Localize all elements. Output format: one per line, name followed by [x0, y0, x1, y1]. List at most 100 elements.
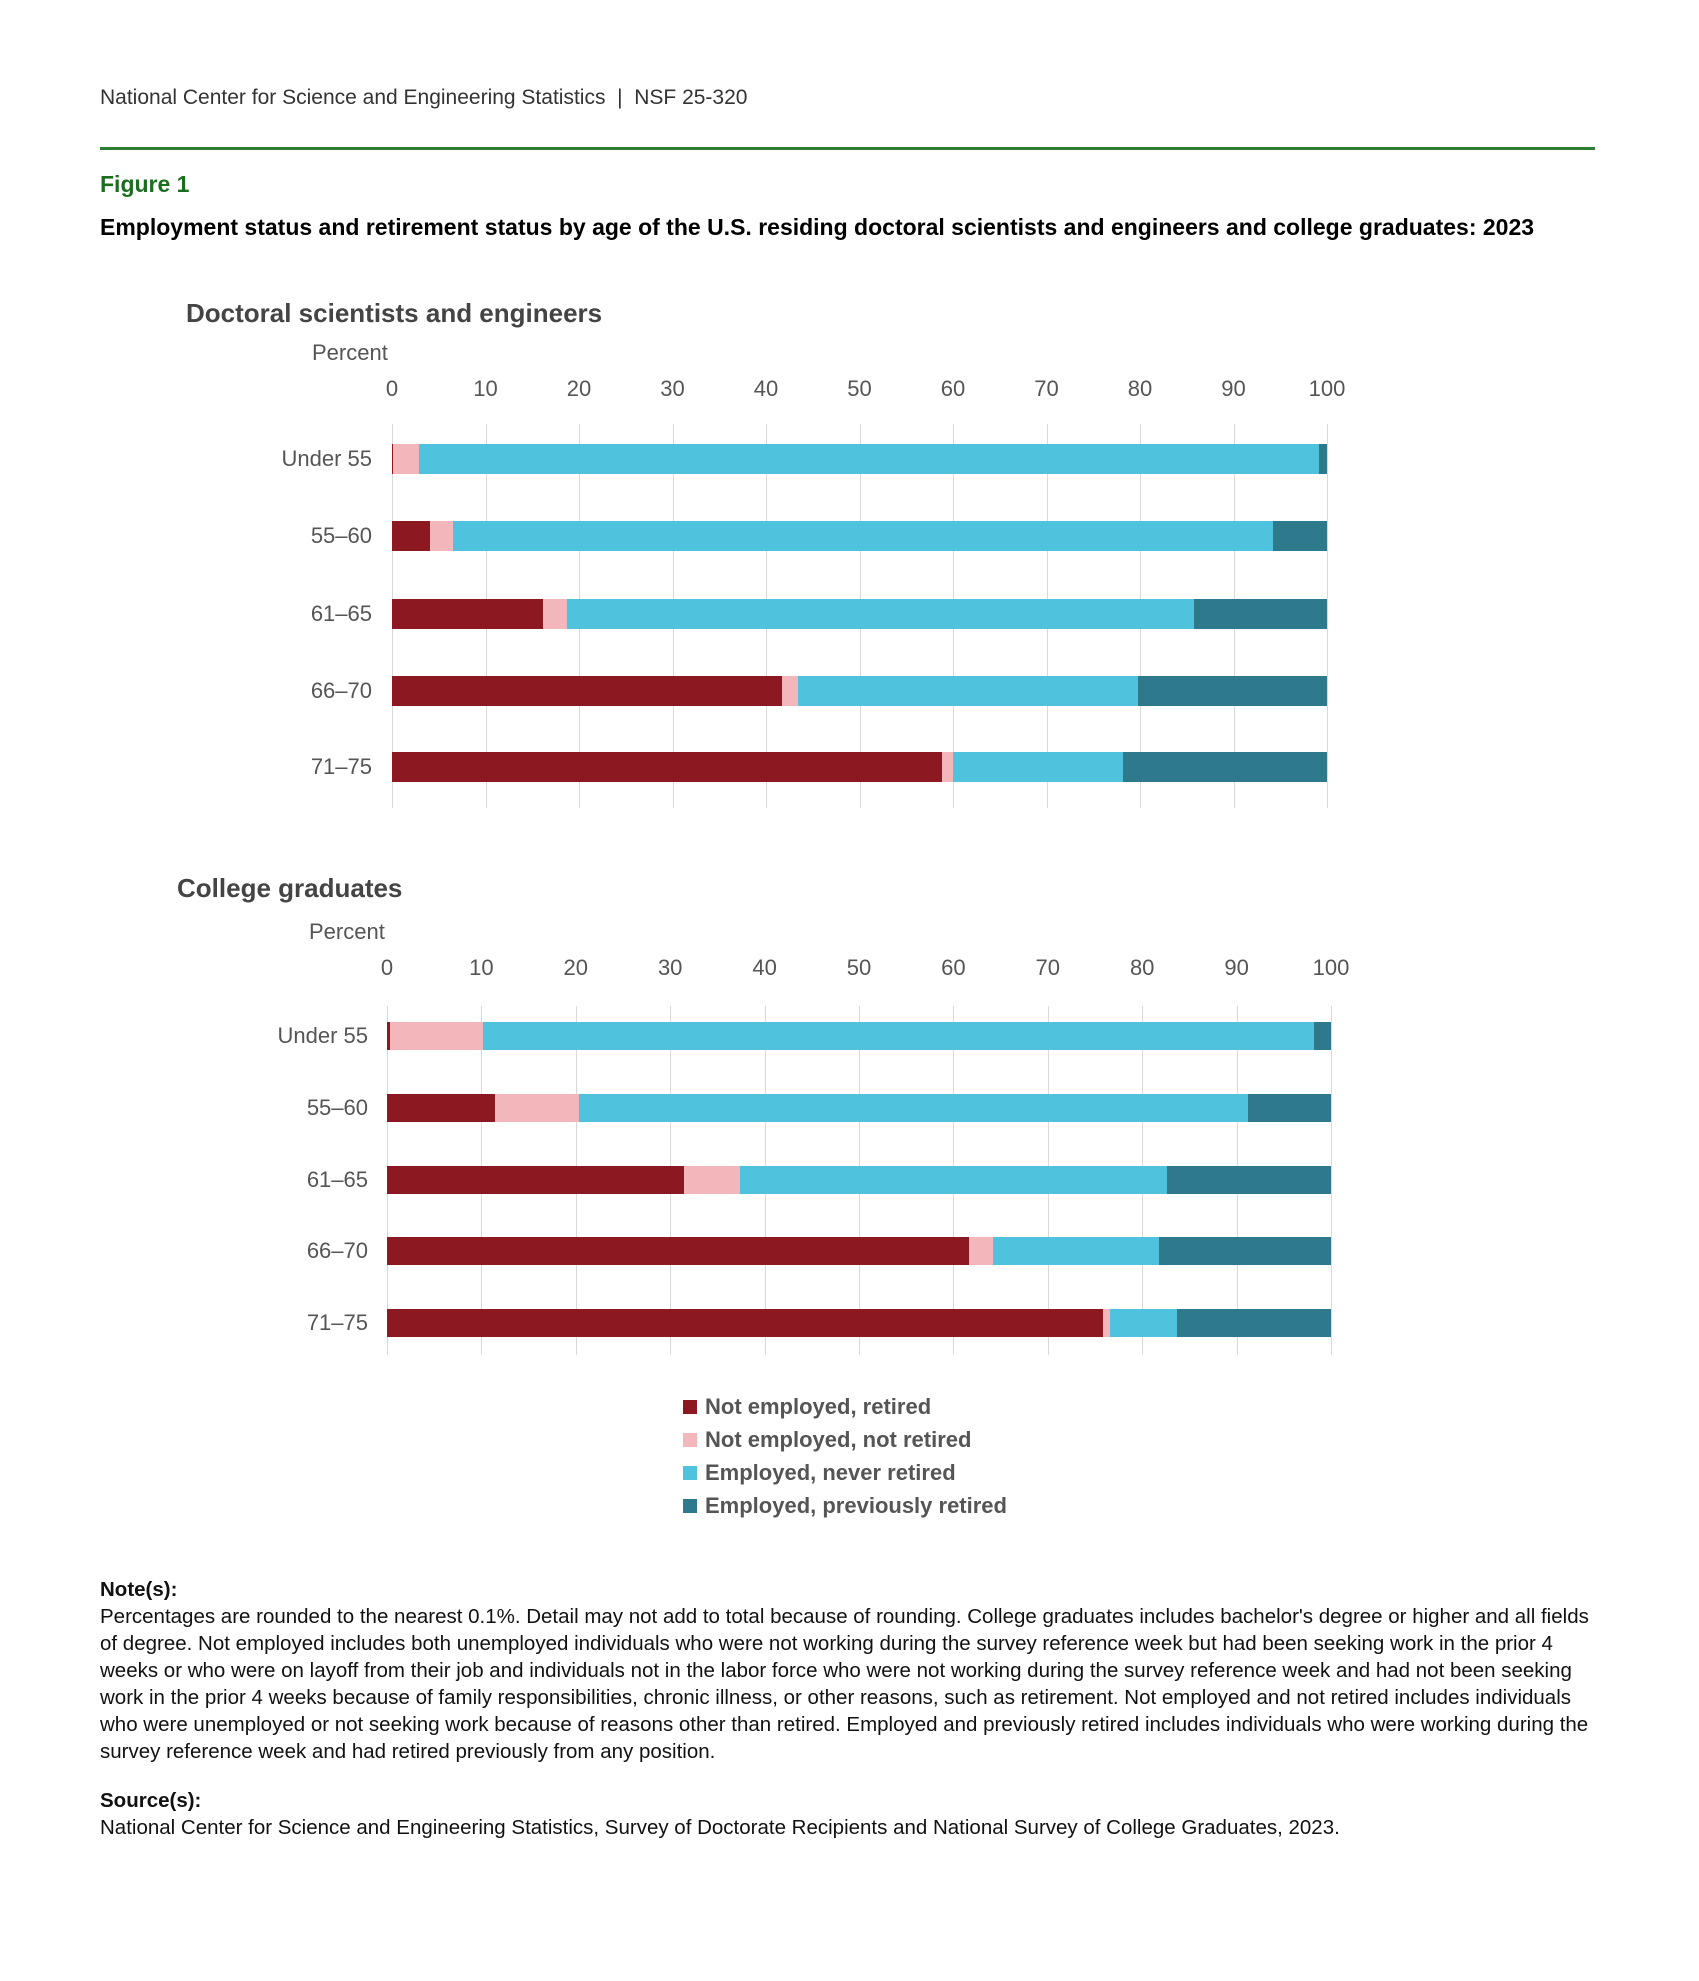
- bar-segment: [387, 1094, 495, 1122]
- axis-label: Percent: [309, 919, 385, 944]
- source-label: Source(s):: [100, 1789, 202, 1812]
- category-label: Under 55: [281, 446, 372, 471]
- tick-label: 0: [385, 376, 399, 401]
- bar-segment: [566, 599, 1195, 629]
- bar-segment: [1318, 444, 1327, 474]
- bar-segment: [387, 1166, 685, 1194]
- gridline: [1327, 424, 1328, 808]
- category-label: 66–70: [306, 1238, 368, 1263]
- source-text: National Center for Science and Engineer…: [100, 1816, 1340, 1839]
- bar-segment: [392, 752, 942, 782]
- bar-segment: [483, 1022, 1314, 1050]
- chart-title: Doctoral scientists and engineers: [186, 298, 603, 328]
- legend-label: Employed, previously retired: [705, 1492, 1007, 1518]
- tick-label: 70: [1035, 955, 1061, 980]
- tick-label: 40: [752, 955, 777, 980]
- bar-segment: [392, 676, 782, 706]
- tick-label: 20: [563, 955, 589, 980]
- tick-label: 60: [941, 955, 966, 980]
- report-header: National Center for Science and Engineer…: [100, 86, 748, 109]
- tick-label: 10: [469, 955, 494, 980]
- bar-segment: [1166, 1166, 1331, 1194]
- notes-section: Note(s): Percentages are rounded to the …: [100, 1576, 1600, 1841]
- legend-label: Not employed, not retired: [705, 1426, 972, 1452]
- bar-segment: [387, 1022, 390, 1050]
- legend-item: Not employed, retired: [683, 1390, 1007, 1423]
- bar-segment: [1110, 1309, 1178, 1337]
- tick-label: 60: [940, 376, 966, 401]
- notes-text: Percentages are rounded to the nearest 0…: [100, 1605, 1589, 1763]
- tick-label: 0: [380, 955, 394, 980]
- figure-label: Figure 1: [100, 171, 190, 197]
- bar-segment: [392, 444, 393, 474]
- tick-label: 80: [1129, 955, 1155, 980]
- notes-label: Note(s):: [100, 1578, 178, 1601]
- axis-label: Percent: [312, 340, 388, 365]
- legend-swatch: [683, 1432, 697, 1447]
- category-label: 71–75: [310, 754, 372, 779]
- bar-segment: [993, 1237, 1160, 1265]
- legend-swatch: [683, 1399, 697, 1414]
- tick-label: 40: [753, 376, 779, 401]
- bar-segment: [684, 1166, 741, 1194]
- bar-segment: [392, 444, 420, 474]
- tick-label: 100: [1312, 955, 1350, 980]
- bar-segment: [1272, 521, 1327, 551]
- legend-swatch: [683, 1465, 697, 1480]
- bar-segment: [1123, 752, 1327, 782]
- bar-segment: [452, 521, 1273, 551]
- chart-legend: Not employed, retired Not employed, not r…: [683, 1390, 1007, 1522]
- legend-item: Not employed, not retired: [683, 1423, 1007, 1456]
- bar-segment: [1314, 1022, 1331, 1050]
- bar-segment: [953, 752, 1124, 782]
- legend-label: Not employed, retired: [705, 1393, 932, 1419]
- bar-segment: [1247, 1094, 1331, 1122]
- bar-segment: [387, 1237, 970, 1265]
- category-label: Under 55: [277, 1023, 368, 1048]
- bar-segment: [389, 1022, 484, 1050]
- legend-item: Employed, previously retired: [683, 1489, 1007, 1522]
- legend-item: Employed, never retired: [683, 1456, 1007, 1489]
- bar-segment: [1159, 1237, 1331, 1265]
- bar-segment: [387, 1309, 1103, 1337]
- category-label: 55–60: [306, 1095, 368, 1120]
- tick-label: 90: [1221, 376, 1246, 401]
- bar-segment: [392, 599, 544, 629]
- category-label: 61–65: [310, 601, 372, 626]
- bar-segment: [392, 521, 431, 551]
- bar-segment: [1138, 676, 1327, 706]
- bar-segment: [1177, 1309, 1331, 1337]
- bar-segment: [969, 1237, 994, 1265]
- gridline: [1331, 1006, 1332, 1355]
- chart-title: College graduates: [177, 873, 403, 903]
- bar-segment: [494, 1094, 579, 1122]
- legend-label: Employed, never retired: [705, 1459, 956, 1485]
- category-label: 55–60: [310, 523, 372, 548]
- tick-label: 50: [847, 376, 872, 401]
- header-divider: [100, 147, 1595, 150]
- bar-segment: [740, 1166, 1167, 1194]
- bar-segment: [578, 1094, 1248, 1122]
- category-label: 66–70: [310, 678, 372, 703]
- tick-label: 80: [1127, 376, 1153, 401]
- tick-label: 70: [1034, 376, 1059, 401]
- bar-segment: [1194, 599, 1327, 629]
- tick-label: 30: [660, 376, 685, 401]
- bar-segment: [797, 676, 1139, 706]
- tick-label: 30: [657, 955, 683, 980]
- tick-label: 20: [566, 376, 592, 401]
- bar-segment: [941, 752, 953, 782]
- bar-segment: [781, 676, 798, 706]
- bar-segment: [419, 444, 1319, 474]
- tick-label: 10: [473, 376, 498, 401]
- bar-segment: [430, 521, 453, 551]
- bar-segment: [543, 599, 567, 629]
- figure-title: Employment status and retirement status …: [100, 214, 1535, 240]
- category-label: 71–75: [306, 1310, 368, 1335]
- bar-segment: [1102, 1309, 1111, 1337]
- legend-swatch: [683, 1498, 697, 1513]
- tick-label: 100: [1308, 376, 1346, 401]
- category-label: 61–65: [306, 1167, 368, 1192]
- tick-label: 50: [846, 955, 872, 980]
